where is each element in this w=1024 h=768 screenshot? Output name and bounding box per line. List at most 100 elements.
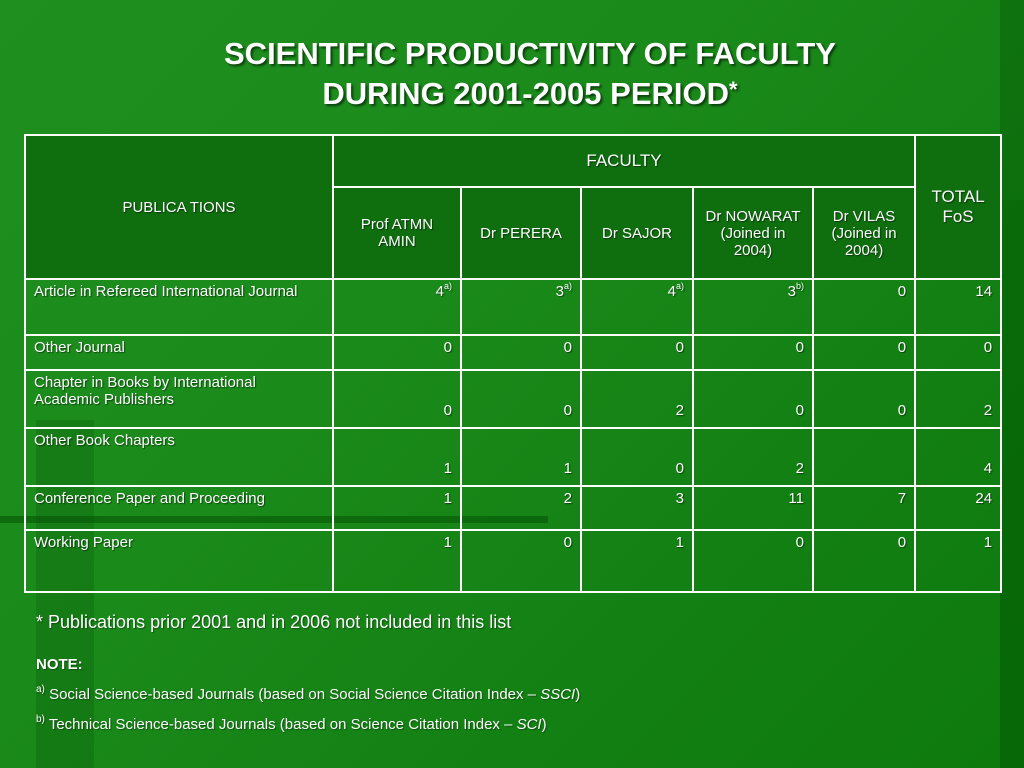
footnote-a-abbr: SSCI: [540, 686, 576, 703]
title-line-2-text: DURING 2001-2005 PERIOD: [322, 76, 730, 111]
value-text: 0: [443, 402, 452, 419]
value-text: 0: [563, 534, 572, 551]
value-footnote-marker: b): [795, 281, 804, 291]
value-text: 4: [435, 283, 444, 300]
faculty-col-nowarat: Dr NOWARAT (Joined in 2004): [692, 186, 814, 280]
value-cell: 11: [692, 485, 814, 531]
value-cell: 2: [580, 369, 694, 429]
footnote-b-abbr: SCI: [516, 716, 542, 733]
row-label: Other Book Chapters: [24, 427, 334, 487]
value-footnote-marker: a): [563, 281, 572, 291]
value-cell: 2: [692, 427, 814, 487]
total-cell: 0: [914, 334, 1003, 371]
footnote-a-marker: a): [36, 684, 45, 695]
value-cell: 0: [460, 369, 582, 429]
footnote-asterisk: * Publications prior 2001 and in 2006 no…: [36, 612, 512, 632]
value-cell: 0: [811, 529, 917, 593]
value-text: 0: [897, 534, 907, 551]
value-cell: 1: [580, 529, 694, 593]
value-cell: 1: [460, 427, 582, 487]
table-body: Article in Refereed International Journa…: [24, 278, 1003, 593]
value-text: 1: [443, 490, 452, 507]
table-row: Article in Refereed International Journa…: [24, 278, 1003, 336]
value-cell: 0: [811, 278, 917, 336]
total-cell: 1: [914, 529, 1003, 593]
table-row: Conference Paper and Proceeding 1 2 3 11 7 24: [24, 485, 1003, 531]
title-line-2: DURING 2001-2005 PERIOD*: [170, 74, 890, 114]
table-row: Other Book Chapters 1 1 0 2 4: [24, 427, 1003, 487]
value-cell: 0: [692, 529, 814, 593]
value-text: 3: [555, 283, 564, 300]
total-fos-header: TOTAL FoS: [914, 134, 1003, 280]
value-cell: 0: [811, 334, 917, 371]
value-cell: 0: [580, 427, 694, 487]
row-label: Other Journal: [24, 334, 334, 371]
footnote-b-text: Technical Science-based Journals (based …: [48, 716, 517, 733]
value-text: 0: [897, 283, 907, 300]
row-label: Article in Refereed International Journa…: [24, 278, 334, 336]
decorative-right-strip: [1000, 200, 1024, 768]
value-cell: 1: [332, 427, 462, 487]
total-cell: 24: [914, 485, 1003, 531]
faculty-col-amin: Prof ATMN AMIN: [332, 186, 462, 280]
value-cell: 0: [692, 334, 814, 371]
value-text: 0: [897, 402, 907, 419]
value-cell: [811, 427, 917, 487]
value-text: 2: [675, 402, 684, 419]
table-row: Other Journal 0 0 0 0 0 0: [24, 334, 1003, 371]
value-text: 2: [795, 460, 804, 477]
title-line-1: SCIENTIFIC PRODUCTIVITY OF FACULTY: [224, 36, 836, 71]
value-text: 0: [795, 402, 804, 419]
productivity-table: PUBLICA TIONS FACULTY TOTAL FoS Prof ATM…: [24, 134, 1003, 593]
faculty-header: FACULTY: [331, 134, 917, 188]
value-cell: 7: [811, 485, 917, 531]
footnote-a: a) Social Science-based Journals (based …: [36, 684, 580, 703]
value-cell: 4a): [580, 278, 694, 336]
value-cell: 1: [332, 529, 462, 593]
title-asterisk: *: [729, 77, 738, 102]
value-text: 1: [443, 534, 452, 551]
total-cell: 4: [914, 427, 1003, 487]
footnote-b-close: ): [541, 716, 547, 733]
value-cell: 2: [460, 485, 582, 531]
value-text: 7: [897, 490, 907, 507]
faculty-col-sajor: Dr SAJOR: [580, 186, 694, 280]
value-text: 4: [667, 283, 676, 300]
value-cell: 3a): [460, 278, 582, 336]
value-text: 0: [675, 460, 684, 477]
value-cell: 0: [332, 334, 462, 371]
value-footnote-marker: a): [443, 281, 452, 291]
value-text: 0: [563, 402, 572, 419]
row-label: Conference Paper and Proceeding: [24, 485, 334, 531]
value-text: 1: [443, 460, 452, 477]
note-label: NOTE:: [36, 656, 83, 673]
value-text: 0: [675, 339, 684, 356]
value-cell: 4a): [332, 278, 462, 336]
row-label: Chapter in Books by International Academ…: [24, 369, 334, 429]
value-text: 11: [788, 490, 804, 507]
value-cell: 0: [332, 369, 462, 429]
slide-title: SCIENTIFIC PRODUCTIVITY OF FACULTY DURIN…: [170, 34, 890, 114]
value-text: 0: [795, 339, 804, 356]
publications-header: PUBLICA TIONS: [24, 134, 334, 280]
total-cell: 14: [914, 278, 1003, 336]
faculty-col-perera: Dr PERERA: [460, 186, 582, 280]
value-text: 2: [563, 490, 572, 507]
row-label: Working Paper: [24, 529, 334, 593]
value-text: 1: [563, 460, 572, 477]
footnote-b: b) Technical Science-based Journals (bas…: [36, 714, 547, 733]
footnote-a-text: Social Science-based Journals (based on …: [49, 686, 541, 703]
value-text: 0: [563, 339, 572, 356]
value-cell: 3b): [692, 278, 814, 336]
value-text: 3: [787, 283, 796, 300]
value-text: 0: [795, 534, 804, 551]
value-cell: 0: [692, 369, 814, 429]
table-row: Working Paper 1 0 1 0 0 1: [24, 529, 1003, 593]
total-cell: 2: [914, 369, 1003, 429]
value-cell: 0: [580, 334, 694, 371]
value-cell: 1: [332, 485, 462, 531]
value-text: 0: [897, 339, 907, 356]
value-text: 3: [675, 490, 684, 507]
value-cell: 0: [460, 529, 582, 593]
value-text: 0: [443, 339, 452, 356]
